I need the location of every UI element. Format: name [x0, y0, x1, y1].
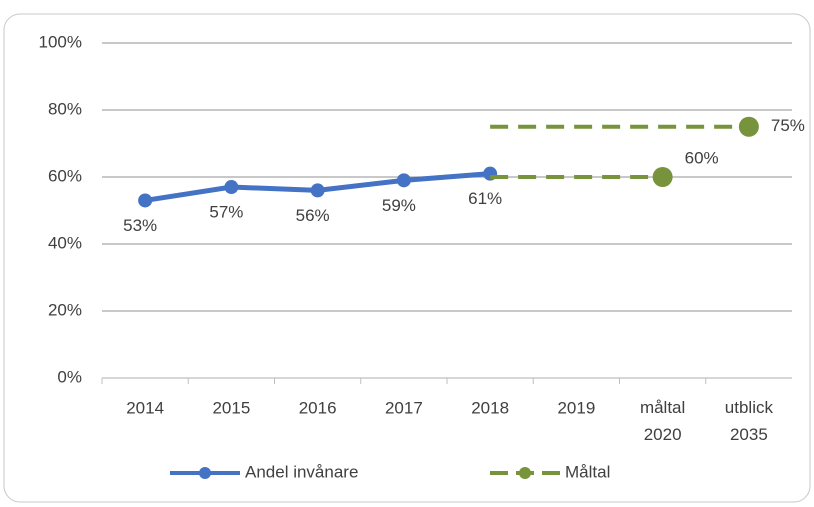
- y-tick-label: 40%: [48, 233, 82, 252]
- y-tick-label: 0%: [57, 367, 82, 386]
- x-tick-label: 2015: [212, 398, 250, 417]
- legend-label: Andel invånare: [245, 462, 358, 481]
- x-tick-label: måltal 2020: [640, 398, 685, 444]
- point-marker: [310, 183, 325, 198]
- legend-marker: [519, 467, 531, 479]
- x-tick-label: 2019: [557, 398, 595, 417]
- y-tick-label: 60%: [48, 166, 82, 185]
- chart-border: [3, 13, 811, 503]
- data-label: 75%: [771, 116, 805, 135]
- y-tick-label: 20%: [48, 300, 82, 319]
- data-label: 56%: [296, 206, 330, 225]
- x-tick-label: 2017: [385, 398, 423, 417]
- x-tick-label: 2014: [126, 398, 164, 417]
- data-label: 53%: [123, 216, 157, 235]
- y-tick-label: 100%: [39, 32, 82, 51]
- data-label: 59%: [382, 196, 416, 215]
- y-tick-label: 80%: [48, 99, 82, 118]
- point-marker: [138, 193, 153, 208]
- legend-marker: [199, 467, 211, 479]
- legend-label: Måltal: [565, 462, 610, 481]
- point-marker: [396, 173, 411, 188]
- data-label: 57%: [209, 203, 243, 222]
- x-tick-label: 2018: [471, 398, 509, 417]
- x-tick-label: 2016: [299, 398, 337, 417]
- data-label: 60%: [685, 148, 719, 167]
- point-marker: [652, 167, 673, 187]
- point-marker: [738, 116, 759, 137]
- point-marker: [224, 180, 239, 195]
- x-tick-label: utblick 2035: [725, 398, 774, 444]
- data-label: 61%: [468, 189, 502, 208]
